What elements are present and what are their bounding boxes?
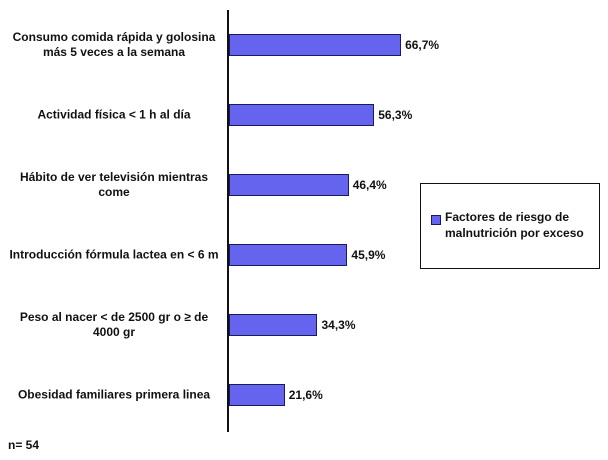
value-label: 34,3% xyxy=(321,318,356,332)
category-label: Peso al nacer < de 2500 gr o ≥ de 4000 g… xyxy=(19,310,209,339)
legend-label: Factores de riesgo de malnutrición por e… xyxy=(445,210,584,240)
category-label: Hábito de ver televisión mientras come xyxy=(19,170,209,199)
bar xyxy=(229,384,285,406)
bar xyxy=(229,314,318,336)
bar xyxy=(229,174,349,196)
value-label: 21,6% xyxy=(288,388,323,402)
category-label: Introducción fórmula lactea en < 6 m xyxy=(9,247,219,262)
bar xyxy=(229,34,402,56)
legend: Factores de riesgo de malnutrición por e… xyxy=(420,183,600,269)
value-label: 66,7% xyxy=(405,38,440,52)
category-label: Obesidad familiares primera linea xyxy=(17,387,211,402)
category-label: Consumo comida rápida y golosina más 5 v… xyxy=(12,30,216,59)
value-label: 46,4% xyxy=(352,178,387,192)
bar xyxy=(229,104,375,126)
value-label: 45,9% xyxy=(351,248,386,262)
note: n= 54 xyxy=(8,438,40,452)
bar xyxy=(229,244,348,266)
category-label: Actividad física < 1 h al día xyxy=(37,107,191,122)
legend-swatch xyxy=(431,215,441,225)
axis-line xyxy=(227,10,229,432)
value-label: 56,3% xyxy=(378,108,413,122)
